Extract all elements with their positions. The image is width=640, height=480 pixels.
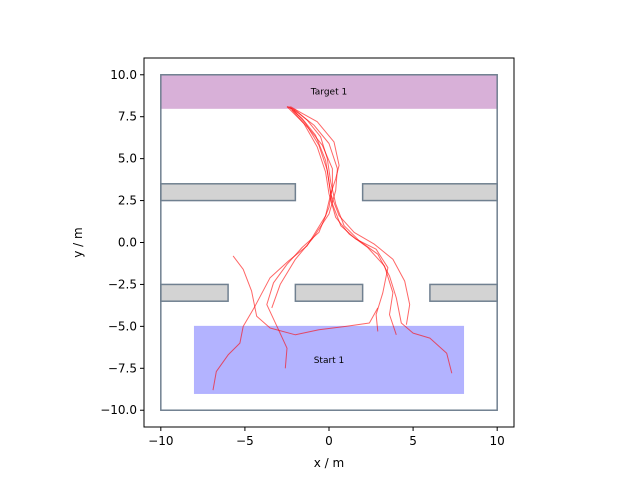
- obstacle-3: [160, 283, 229, 302]
- trajectory-2: [266, 106, 333, 369]
- x-tick-label: −5: [236, 434, 254, 448]
- region-labels-layer: Target 1 Start 1: [310, 88, 347, 366]
- x-tick-label: 5: [409, 434, 417, 448]
- y-tick-label: 7.5: [118, 110, 137, 124]
- boundary-layer: [160, 74, 498, 411]
- y-tick-label: −7.5: [108, 361, 137, 375]
- trajectory-7: [286, 106, 453, 374]
- region-label-2: Start 1: [314, 356, 345, 366]
- y-tick-label: 2.5: [118, 194, 137, 208]
- x-ticks: −10 −5 0 5 10: [148, 427, 505, 448]
- y-tick-label: 0.0: [118, 236, 137, 250]
- trajectory-3: [271, 106, 338, 309]
- obstacle-2: [361, 183, 498, 202]
- x-tick-label: −10: [148, 434, 173, 448]
- obstacle-5: [429, 283, 498, 302]
- regions-layer: [160, 74, 498, 394]
- region-1: [160, 74, 498, 109]
- x-tick-label: 0: [325, 434, 333, 448]
- obstacle-1: [160, 183, 297, 202]
- x-tick-label: 10: [490, 434, 505, 448]
- region-label-1: Target 1: [310, 88, 347, 98]
- y-tick-label: 5.0: [118, 152, 137, 166]
- x-axis-label: x / m: [314, 456, 344, 470]
- y-tick-label: 10.0: [110, 68, 137, 82]
- region-2: [193, 325, 465, 394]
- arena-boundary: [160, 74, 498, 411]
- obstacle-4: [294, 283, 364, 302]
- trajectory-8: [293, 109, 411, 325]
- y-tick-label: −2.5: [108, 277, 137, 291]
- y-axis-label: y / m: [71, 227, 85, 257]
- trajectories-layer: [212, 106, 453, 391]
- trajectory-4: [289, 107, 389, 332]
- trajectory-5: [291, 109, 397, 335]
- y-tick-label: −5.0: [108, 319, 137, 333]
- trajectory-6: [232, 255, 379, 336]
- y-ticks: −10.0 −7.5 −5.0 −2.5 0.0 2.5 5.0 7.5 10.0: [100, 68, 144, 417]
- y-tick-label: −10.0: [100, 403, 137, 417]
